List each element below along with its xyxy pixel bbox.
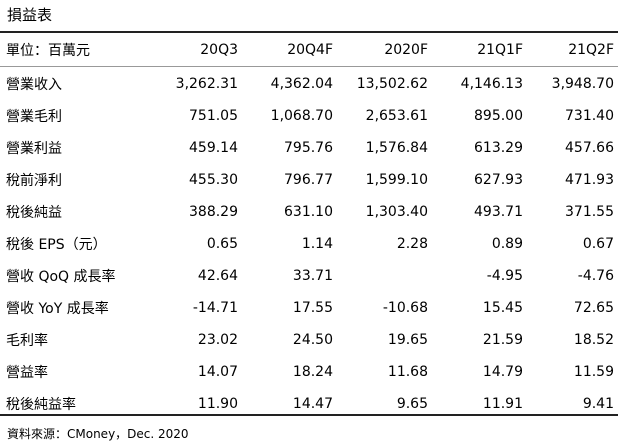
table-cell: 895.00 (474, 108, 523, 124)
table-cell: 17.55 (292, 300, 333, 316)
table-cell: 627.93 (474, 172, 523, 188)
header-row: 單位：百萬元 20Q3 20Q4F 2020F 21Q1F 21Q2F (0, 33, 618, 67)
row-label: 營收 QoQ 成長率 (6, 269, 116, 285)
table-cell: 493.71 (474, 204, 523, 220)
row-label: 稅後純益 (6, 205, 62, 221)
table-cell: 13,502.62 (356, 75, 428, 92)
table-cell: 24.50 (292, 332, 333, 348)
table-cell: 1,068.70 (270, 108, 333, 124)
table-row: 營業毛利 751.05 1,068.70 2,653.61 895.00 731.40 (0, 100, 618, 132)
table-row: 營業收入 3,262.31 4,362.04 13,502.62 4,146.13 3,9… (0, 67, 618, 101)
table-cell: 21.59 (482, 332, 523, 348)
table-cell: 455.30 (189, 172, 238, 188)
table-cell: -4.95 (486, 268, 523, 284)
table-body: 營業收入 3,262.31 4,362.04 13,502.62 4,146.13 3,9… (0, 67, 618, 421)
table-cell (333, 260, 428, 292)
table-cell: 23.02 (197, 332, 238, 348)
table-row: 營業利益 459.14 795.76 1,576.84 613.29 457.66 (0, 132, 618, 164)
unit-label: 單位：百萬元 (0, 33, 175, 67)
income-statement-table: 單位：百萬元 20Q3 20Q4F 2020F 21Q1F 21Q2F 營業收入… (0, 33, 618, 420)
table-cell: 19.65 (387, 332, 428, 348)
table-cell: 613.29 (474, 140, 523, 156)
row-label: 毛利率 (6, 333, 48, 349)
table-cell: 471.93 (565, 172, 614, 188)
table-row: 稅後 EPS（元） 0.65 1.14 2.28 0.89 0.67 (0, 228, 618, 260)
row-label: 營業收入 (6, 76, 62, 93)
table-cell: -4.76 (577, 268, 614, 284)
table-title: 損益表 (7, 6, 53, 24)
row-label: 稅後 EPS（元） (6, 237, 107, 253)
table-cell: 2.28 (396, 236, 428, 252)
table-row: 稅後純益率 11.90 14.47 9.65 11.91 9.41 (0, 388, 618, 420)
column-header: 21Q1F (428, 33, 523, 67)
table-row: 營收 YoY 成長率 -14.71 17.55 -10.68 15.45 72.65 (0, 292, 618, 324)
table-cell: 751.05 (189, 108, 238, 124)
source-footnote: 資料來源：CMoney，Dec. 2020 (7, 427, 189, 441)
table-cell: 11.68 (387, 364, 428, 380)
table-row: 營益率 14.07 18.24 11.68 14.79 11.59 (0, 356, 618, 388)
table-cell: 3,262.31 (175, 75, 238, 92)
table-cell: 72.65 (573, 300, 614, 316)
table-cell: 0.67 (582, 236, 614, 252)
table-frame (0, 31, 618, 416)
row-label: 稅前淨利 (6, 173, 62, 189)
table-cell: 9.41 (582, 396, 614, 412)
table-row: 營收 QoQ 成長率 42.64 33.71 -4.95 -4.76 (0, 260, 618, 292)
table-row: 稅前淨利 455.30 796.77 1,599.10 627.93 471.93 (0, 164, 618, 196)
table-cell: 1,303.40 (365, 204, 428, 220)
row-label: 營業毛利 (6, 109, 62, 125)
table-cell: 42.64 (197, 268, 238, 284)
row-label: 營業利益 (6, 141, 62, 157)
table-cell: 14.79 (482, 364, 523, 380)
column-header: 20Q3 (175, 33, 238, 67)
table-cell: 11.59 (573, 364, 614, 380)
row-label: 稅後純益率 (6, 397, 76, 413)
table-cell: 4,146.13 (460, 75, 523, 92)
table-cell: 459.14 (189, 140, 238, 156)
table-cell: 457.66 (565, 140, 614, 156)
table-cell: 731.40 (565, 108, 614, 124)
table-cell: 2,653.61 (365, 108, 428, 124)
table-cell: 33.71 (292, 268, 333, 284)
table-cell: -14.71 (192, 300, 238, 316)
table-cell: 11.90 (197, 396, 238, 412)
row-label: 營收 YoY 成長率 (6, 301, 109, 317)
table-cell: 11.91 (482, 396, 523, 412)
column-header: 21Q2F (523, 33, 618, 67)
table-row: 稅後純益 388.29 631.10 1,303.40 493.71 371.55 (0, 196, 618, 228)
table-cell: 3,948.70 (551, 75, 614, 92)
table-cell: 1,599.10 (365, 172, 428, 188)
table-cell: 0.89 (491, 236, 523, 252)
table-cell: 796.77 (284, 172, 333, 188)
table-cell: 18.24 (292, 364, 333, 380)
table-cell: 9.65 (396, 396, 428, 412)
table-cell: -10.68 (382, 300, 428, 316)
table-cell: 15.45 (482, 300, 523, 316)
table-cell: 1.14 (301, 236, 333, 252)
table-cell: 14.47 (292, 396, 333, 412)
table-cell: 388.29 (189, 204, 238, 220)
table-cell: 631.10 (284, 204, 333, 220)
column-header: 2020F (333, 33, 428, 67)
table-cell: 371.55 (565, 204, 614, 220)
column-header: 20Q4F (238, 33, 333, 67)
table-cell: 14.07 (197, 364, 238, 380)
table-row: 毛利率 23.02 24.50 19.65 21.59 18.52 (0, 324, 618, 356)
table-cell: 1,576.84 (365, 140, 428, 156)
table-cell: 18.52 (573, 332, 614, 348)
table-cell: 4,362.04 (270, 75, 333, 92)
row-label: 營益率 (6, 365, 48, 381)
table-cell: 795.76 (284, 140, 333, 156)
table-cell: 0.65 (206, 236, 238, 252)
